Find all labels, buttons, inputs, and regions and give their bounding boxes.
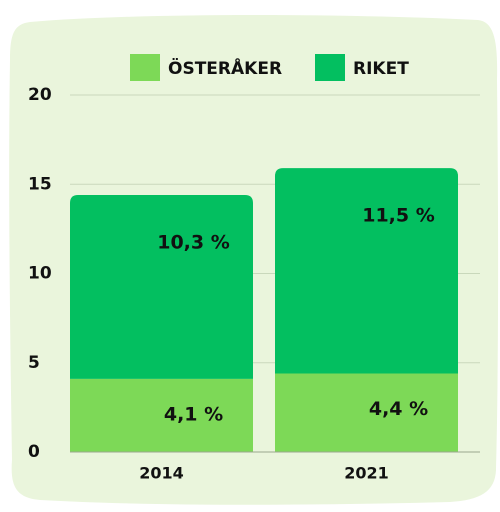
- legend-label: ÖSTERÅKER: [168, 56, 282, 79]
- value-label: 10,3 %: [157, 231, 230, 253]
- x-tick-label: 2021: [344, 464, 389, 483]
- value-label: 4,1 %: [164, 403, 223, 425]
- legend-swatch: [130, 54, 160, 81]
- y-tick-label: 10: [28, 264, 52, 284]
- bar-segment: [275, 168, 458, 374]
- value-label: 4,4 %: [369, 398, 428, 420]
- y-tick-label: 0: [28, 442, 40, 462]
- x-tick-label: 2014: [139, 464, 184, 483]
- bar-segment: [70, 194, 253, 379]
- y-tick-label: 15: [28, 174, 52, 194]
- bar-segment: [70, 378, 253, 452]
- legend-label: RIKET: [353, 59, 409, 79]
- y-tick-label: 5: [28, 353, 40, 373]
- value-label: 11,5 %: [362, 205, 435, 227]
- y-tick-label: 20: [28, 85, 52, 105]
- legend-swatch: [315, 54, 345, 81]
- bar-segment: [275, 373, 458, 452]
